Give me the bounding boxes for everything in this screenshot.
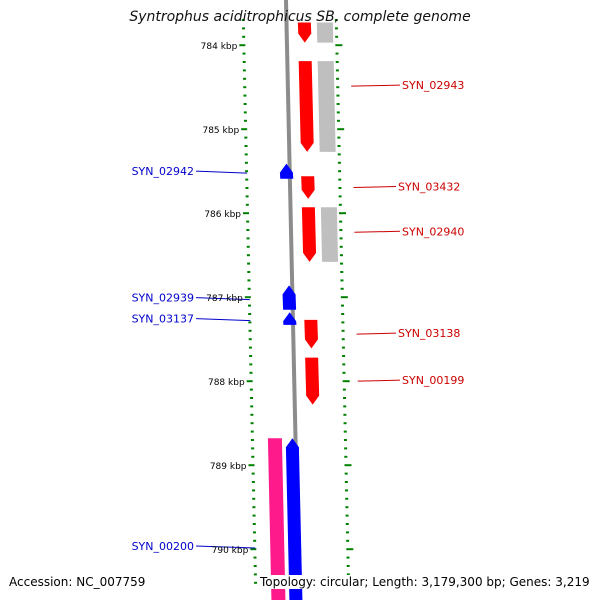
- forward-gene-label: SYN_00199: [402, 374, 464, 387]
- forward-gene-leader: [351, 84, 401, 87]
- position-label: 788 kbp: [208, 378, 245, 388]
- reverse-gene-label: SYN_03137: [132, 313, 194, 326]
- reverse-cds-arrow: [285, 438, 303, 600]
- gene-labels: SYN_02943 SYN_03432 SYN_02940 SYN_03138 SYN_…: [132, 79, 465, 553]
- forward-gene-label: SYN_02940: [402, 225, 464, 238]
- forward-cds-arrow: [301, 176, 315, 199]
- forward-gene-label: SYN_02943: [402, 79, 464, 92]
- position-labels: 784 kbp 785 kbp 786 kbp 787 kbp 788 kbp 789 k…: [201, 42, 249, 556]
- forward-gene-leader: [354, 230, 401, 233]
- map-title: Syntrophus aciditrophicus SB, complete g…: [129, 9, 471, 25]
- forward-cds-arrow: [305, 357, 320, 405]
- gene-features: [267, 22, 339, 600]
- forward-cds-arrow: [298, 61, 314, 152]
- reverse-gene-feature: [267, 438, 286, 600]
- forward-gene-feature: [320, 207, 339, 262]
- reverse-cds-arrow: [282, 285, 297, 310]
- forward-cds-arrow: [304, 319, 318, 349]
- forward-gene-label: SYN_03432: [398, 181, 460, 194]
- forward-gene-feature: [317, 61, 336, 152]
- forward-gene-label: SYN_03138: [398, 327, 460, 340]
- reverse-gene-leader: [195, 297, 250, 301]
- forward-gene-feature: [316, 22, 334, 43]
- position-label: 784 kbp: [201, 42, 238, 52]
- position-label: 787 kbp: [206, 294, 243, 304]
- topology-text: Topology: circular; Length: 3,179,300 bp…: [260, 575, 590, 589]
- reverse-gene-leader: [195, 170, 248, 174]
- reverse-gene-label: SYN_00200: [132, 540, 194, 553]
- accession-text: Accession: NC_007759: [9, 575, 146, 589]
- reverse-gene-leader: [195, 545, 256, 549]
- forward-cds-arrow: [297, 22, 312, 43]
- forward-cds-arrow: [301, 207, 317, 262]
- reverse-gene-leader: [195, 318, 251, 322]
- reverse-cds-arrow: [279, 163, 294, 179]
- position-label: 786 kbp: [204, 210, 241, 220]
- reverse-gene-label: SYN_02942: [132, 165, 194, 178]
- forward-gene-leader: [356, 332, 397, 335]
- position-label: 789 kbp: [210, 462, 247, 472]
- position-label: 790 kbp: [212, 546, 249, 556]
- reverse-gene-label: SYN_02939: [132, 292, 194, 305]
- forward-gene-leader: [357, 379, 401, 382]
- cds-features: [279, 22, 320, 600]
- tick-marks: [239, 19, 354, 584]
- forward-gene-leader: [353, 186, 397, 189]
- position-label: 785 kbp: [202, 126, 239, 136]
- reverse-cds-arrow: [283, 312, 297, 325]
